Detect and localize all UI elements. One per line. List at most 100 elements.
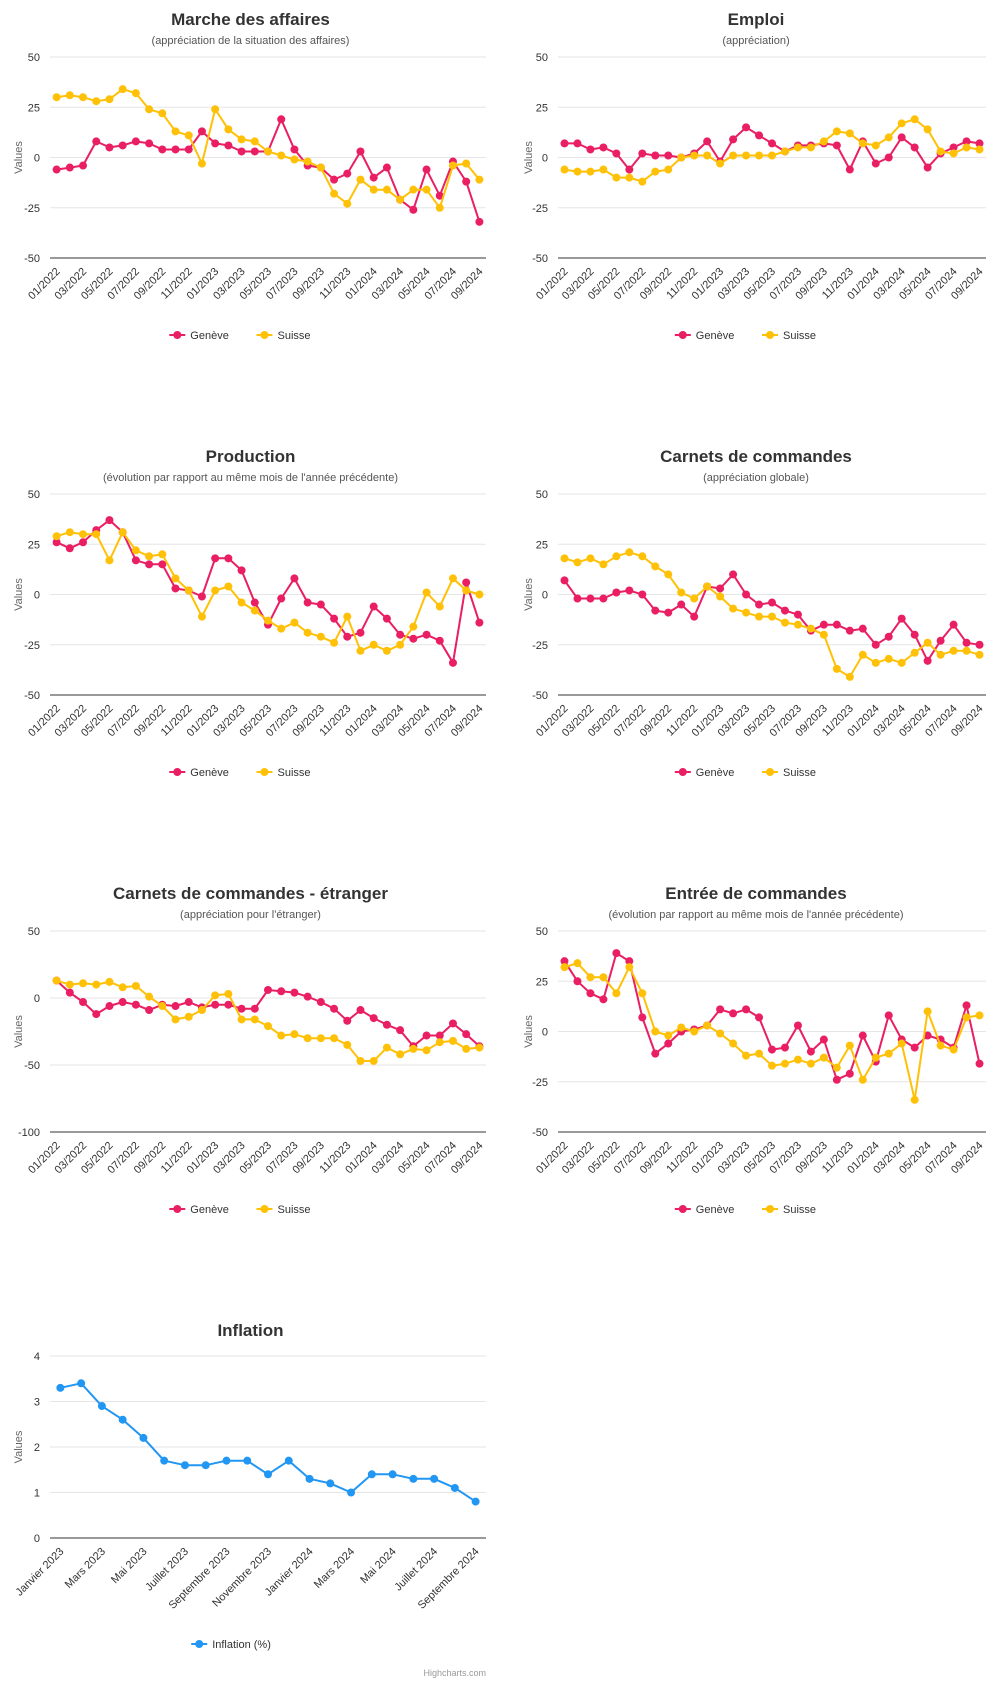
data-point	[343, 199, 352, 208]
data-point	[316, 600, 325, 609]
data-point	[303, 992, 312, 1001]
y-tick-label: 0	[542, 1027, 548, 1039]
data-point	[793, 1055, 802, 1064]
data-point	[356, 646, 365, 655]
y-tick-label: -50	[532, 690, 548, 702]
data-point	[222, 1456, 231, 1465]
data-point	[949, 646, 958, 655]
legend-label: Genève	[696, 767, 735, 779]
legend-label: Inflation (%)	[212, 1639, 271, 1651]
data-point	[586, 973, 595, 982]
data-point	[845, 129, 854, 138]
y-tick-label: 2	[34, 1442, 40, 1454]
data-point	[625, 957, 634, 966]
data-point	[573, 959, 582, 968]
data-point	[131, 556, 140, 565]
y-tick-label: 0	[34, 1533, 40, 1545]
data-point	[560, 139, 569, 148]
data-point	[158, 550, 167, 559]
y-axis-title: Values	[523, 1015, 535, 1048]
data-point	[975, 650, 984, 659]
data-point	[573, 167, 582, 176]
data-point	[923, 1031, 932, 1040]
data-point	[651, 1049, 660, 1058]
y-tick-label: -25	[532, 1077, 548, 1089]
data-point	[729, 135, 738, 144]
data-point	[277, 624, 286, 633]
legend-label: Suisse	[783, 330, 816, 342]
data-point	[716, 1029, 725, 1038]
data-point	[224, 1000, 233, 1009]
data-point	[264, 1470, 272, 1479]
data-point	[664, 165, 673, 174]
data-point	[316, 632, 325, 641]
chart-subtitle: (évolution par rapport au même mois de l…	[103, 472, 398, 484]
data-point	[250, 137, 259, 146]
credits-link[interactable]: Highcharts.com	[423, 1668, 486, 1678]
chart-title: Carnets de commandes	[660, 447, 852, 466]
data-point	[962, 646, 971, 655]
data-point	[586, 989, 595, 998]
data-point	[118, 85, 127, 94]
data-point	[638, 149, 647, 158]
data-point	[475, 175, 484, 184]
data-point	[224, 141, 233, 150]
legend-marker	[678, 1205, 687, 1213]
data-point	[171, 1015, 180, 1024]
data-point	[475, 590, 484, 599]
data-point	[145, 1006, 154, 1015]
chart-1: Marche des affaires (appréciation de la s…	[13, 10, 486, 342]
data-point	[677, 153, 686, 162]
data-point	[284, 1456, 293, 1465]
data-point	[330, 638, 339, 647]
data-point	[316, 998, 325, 1007]
data-point	[475, 618, 484, 627]
y-tick-label: 0	[34, 590, 40, 602]
data-point	[884, 153, 893, 162]
data-point	[755, 600, 764, 609]
data-point	[131, 137, 140, 146]
legend-marker	[173, 331, 182, 339]
y-tick-label: 3	[34, 1397, 40, 1409]
data-point	[651, 562, 660, 571]
y-tick-label: 0	[34, 153, 40, 165]
data-point	[560, 576, 569, 585]
y-tick-label: 50	[536, 489, 548, 501]
data-point	[303, 628, 312, 637]
chart-title: Entrée de commandes	[665, 884, 846, 903]
data-point	[573, 139, 582, 148]
data-point	[356, 628, 365, 637]
data-point	[145, 552, 154, 561]
data-point	[923, 1007, 932, 1016]
legend-marker	[173, 1205, 182, 1213]
legend-label: Suisse	[783, 767, 816, 779]
x-tick-label: Mai 2023	[109, 1546, 149, 1586]
data-point	[742, 123, 751, 132]
legend-marker	[173, 768, 182, 776]
data-point	[145, 560, 154, 569]
data-point	[729, 1039, 738, 1048]
data-point	[65, 988, 74, 997]
data-point	[264, 147, 272, 156]
data-point	[197, 1006, 206, 1015]
data-point	[586, 594, 595, 603]
data-point	[462, 586, 471, 595]
data-point	[462, 1030, 471, 1039]
data-point	[435, 1031, 444, 1040]
chart-2: Emploi(appréciation)50250-25-50Values01/…	[523, 10, 986, 342]
y-tick-label: 50	[28, 926, 40, 938]
data-point	[858, 1031, 867, 1040]
data-point	[77, 1379, 86, 1388]
data-point	[462, 177, 471, 186]
data-point	[118, 998, 127, 1007]
data-point	[975, 1059, 984, 1068]
data-point	[832, 620, 841, 629]
data-point	[884, 654, 893, 663]
data-point	[975, 1011, 984, 1020]
data-point	[105, 556, 114, 565]
data-point	[742, 1051, 751, 1060]
data-point	[290, 574, 299, 583]
legend-marker	[766, 1205, 774, 1213]
data-point	[729, 1009, 738, 1018]
data-point	[369, 173, 378, 182]
